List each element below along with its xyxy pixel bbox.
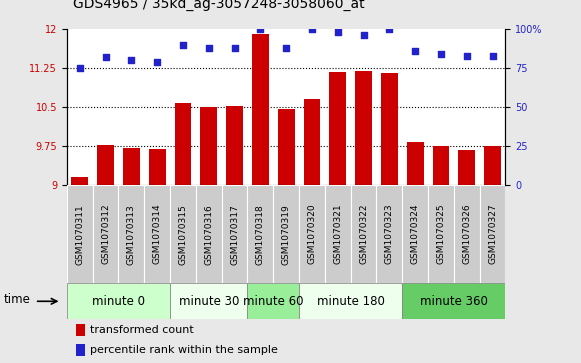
- Point: [436, 51, 446, 57]
- Bar: [170, 283, 248, 319]
- Point: [359, 32, 368, 38]
- Bar: [196, 185, 221, 283]
- Bar: [454, 185, 480, 283]
- Point: [152, 59, 162, 65]
- Bar: [381, 73, 398, 185]
- Bar: [76, 344, 85, 356]
- Text: GSM1070314: GSM1070314: [153, 204, 162, 265]
- Text: percentile rank within the sample: percentile rank within the sample: [89, 345, 278, 355]
- Point: [411, 48, 420, 54]
- Point: [462, 53, 471, 58]
- Text: GSM1070318: GSM1070318: [256, 204, 265, 265]
- Text: time: time: [3, 293, 30, 306]
- Bar: [402, 185, 428, 283]
- Point: [256, 26, 265, 32]
- Text: GSM1070317: GSM1070317: [230, 204, 239, 265]
- Text: minute 30: minute 30: [178, 295, 239, 308]
- Text: GSM1070320: GSM1070320: [307, 204, 317, 265]
- Bar: [433, 146, 449, 185]
- Point: [101, 54, 110, 60]
- Text: GDS4965 / 35kd_ag-3057248-3058060_at: GDS4965 / 35kd_ag-3057248-3058060_at: [73, 0, 364, 11]
- Bar: [221, 185, 248, 283]
- Bar: [170, 185, 196, 283]
- Text: GSM1070324: GSM1070324: [411, 204, 419, 264]
- Bar: [149, 149, 166, 185]
- Text: GSM1070316: GSM1070316: [205, 204, 213, 265]
- Bar: [97, 144, 114, 185]
- Bar: [200, 107, 217, 185]
- Bar: [407, 142, 424, 185]
- Bar: [299, 283, 402, 319]
- Bar: [226, 106, 243, 185]
- Text: minute 180: minute 180: [317, 295, 385, 308]
- Bar: [458, 150, 475, 185]
- Point: [127, 57, 136, 63]
- Bar: [278, 109, 295, 185]
- Bar: [119, 185, 144, 283]
- Text: GSM1070327: GSM1070327: [488, 204, 497, 265]
- Text: GSM1070311: GSM1070311: [75, 204, 84, 265]
- Bar: [92, 185, 119, 283]
- Bar: [123, 148, 139, 185]
- Bar: [71, 178, 88, 185]
- Bar: [355, 71, 372, 185]
- Point: [204, 45, 213, 51]
- Bar: [76, 324, 85, 336]
- Text: GSM1070326: GSM1070326: [462, 204, 471, 265]
- Bar: [325, 185, 351, 283]
- Bar: [67, 283, 170, 319]
- Text: GSM1070319: GSM1070319: [282, 204, 290, 265]
- Text: minute 60: minute 60: [243, 295, 303, 308]
- Text: GSM1070315: GSM1070315: [178, 204, 188, 265]
- Bar: [376, 185, 402, 283]
- Bar: [428, 185, 454, 283]
- Bar: [248, 283, 299, 319]
- Point: [230, 45, 239, 51]
- Bar: [402, 283, 505, 319]
- Text: minute 360: minute 360: [420, 295, 488, 308]
- Bar: [329, 72, 346, 185]
- Bar: [299, 185, 325, 283]
- Point: [307, 26, 317, 32]
- Bar: [480, 185, 505, 283]
- Text: GSM1070323: GSM1070323: [385, 204, 394, 265]
- Bar: [273, 185, 299, 283]
- Point: [488, 53, 497, 58]
- Text: GSM1070322: GSM1070322: [359, 204, 368, 264]
- Point: [178, 42, 188, 48]
- Bar: [303, 99, 320, 185]
- Text: GSM1070313: GSM1070313: [127, 204, 136, 265]
- Point: [75, 65, 84, 71]
- Bar: [248, 185, 273, 283]
- Text: GSM1070312: GSM1070312: [101, 204, 110, 265]
- Point: [333, 29, 342, 35]
- Text: transformed count: transformed count: [89, 325, 193, 335]
- Bar: [351, 185, 376, 283]
- Text: minute 0: minute 0: [92, 295, 145, 308]
- Bar: [67, 185, 92, 283]
- Bar: [252, 34, 269, 185]
- Bar: [174, 103, 191, 185]
- Bar: [144, 185, 170, 283]
- Bar: [484, 146, 501, 185]
- Text: GSM1070325: GSM1070325: [436, 204, 446, 265]
- Text: GSM1070321: GSM1070321: [333, 204, 342, 265]
- Point: [281, 45, 290, 51]
- Point: [385, 26, 394, 32]
